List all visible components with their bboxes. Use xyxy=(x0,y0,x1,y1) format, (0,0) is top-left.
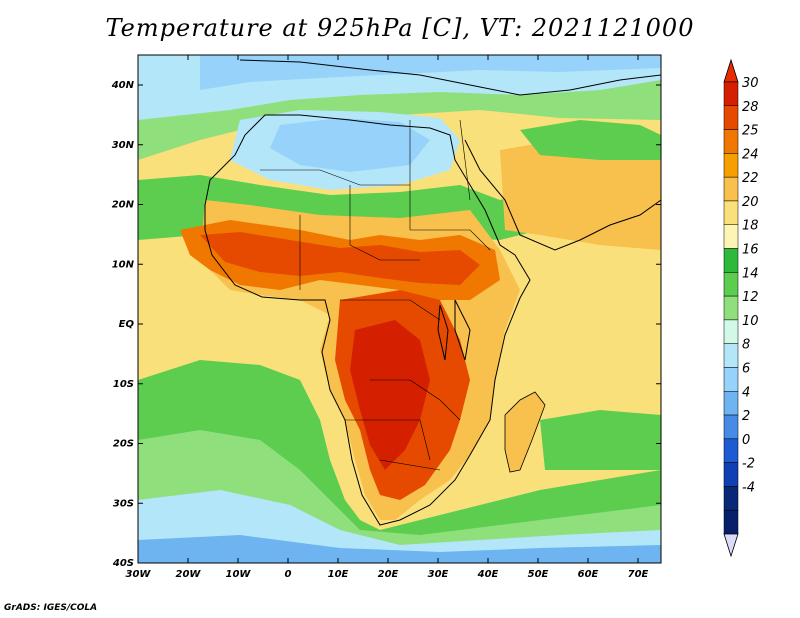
colorbar-segment xyxy=(723,343,739,368)
temperature-field xyxy=(138,55,661,563)
colorbar-label: 4 xyxy=(742,385,750,400)
map-title: Temperature at 925hPa [C], VT: 202112100… xyxy=(105,14,695,42)
colorbar-segment xyxy=(723,391,739,416)
lon-tick-label: 0 xyxy=(285,569,292,580)
colorbar-segment xyxy=(723,295,739,321)
lat-tick-label: 40S xyxy=(112,558,134,569)
lat-tick-label: 10S xyxy=(113,379,134,390)
colorbar-bottom-cap xyxy=(723,533,739,558)
colorbar-segment xyxy=(723,129,739,154)
lon-tick-label: 20W xyxy=(176,569,202,580)
colorbar-segment xyxy=(723,319,739,344)
colorbar-segment xyxy=(723,200,739,225)
colorbar-label: 0 xyxy=(742,433,750,448)
indian-ocean-green xyxy=(540,410,661,470)
lat-tick-label: 30N xyxy=(112,140,135,151)
colorbar-segment xyxy=(723,81,739,107)
colorbar-segment xyxy=(723,509,739,535)
middle-east-cool-zone xyxy=(520,120,661,160)
southern-ocean-coldest xyxy=(138,535,661,563)
southern-africa-hottest-zone xyxy=(350,320,430,470)
colorbar-label: -2 xyxy=(742,457,755,472)
colorbar-label: 28 xyxy=(742,100,759,115)
colorbar-label: 25 xyxy=(742,124,759,139)
lon-tick-label: 70E xyxy=(628,569,649,580)
colorbar-label: 10 xyxy=(742,314,759,329)
colorbar-label: 14 xyxy=(742,266,759,281)
lat-tick-label: 30S xyxy=(113,498,134,509)
lon-tick-label: 40E xyxy=(477,569,499,580)
latitude-axis: 40N 30N 20N 10N EQ 10S 20S 30S 40S xyxy=(111,80,661,569)
colorbar-segment xyxy=(723,414,739,440)
colorbar-segment xyxy=(723,486,739,511)
colorbar-label: 12 xyxy=(742,290,759,305)
west-africa-hottest-band xyxy=(200,232,480,285)
colorbar-label: 30 xyxy=(742,76,759,91)
lat-tick-label: 20S xyxy=(113,439,134,450)
lon-tick-label: 60E xyxy=(578,569,599,580)
colorbar-segment xyxy=(723,176,739,202)
colorbar-label: 6 xyxy=(742,361,750,376)
colorbar-label: 2 xyxy=(742,409,750,424)
colorbar-segment xyxy=(723,224,739,249)
lat-tick-label: 40N xyxy=(111,80,135,91)
lon-tick-label: 30E xyxy=(428,569,449,580)
sahara-cold-zone xyxy=(270,118,430,172)
colorbar-label: 16 xyxy=(742,243,759,258)
lat-tick-label: EQ xyxy=(119,319,135,330)
lon-tick-label: 50E xyxy=(528,569,549,580)
colorbar-segment xyxy=(723,105,739,130)
longitude-axis: 30W 20W 10W 0 10E 20E 30E 40E 50E 60E 70E xyxy=(126,55,649,580)
lat-tick-label: 20N xyxy=(112,200,135,211)
lon-tick-label: 30W xyxy=(126,569,152,580)
lon-tick-label: 20E xyxy=(378,569,399,580)
coastlines xyxy=(204,59,661,526)
colorbar-segment xyxy=(723,153,739,178)
arabia-warm-zone xyxy=(500,140,661,250)
colorbar-segment xyxy=(723,438,739,463)
grads-credit: GrADS: IGES/COLA xyxy=(4,603,98,613)
colorbar-label: -4 xyxy=(742,480,755,495)
colorbar-label: 8 xyxy=(742,338,750,353)
colorbar-segment xyxy=(723,367,739,392)
madagascar xyxy=(504,391,546,473)
country-borders xyxy=(260,119,491,471)
colorbar-top-cap xyxy=(723,58,739,83)
lon-tick-label: 10E xyxy=(328,569,349,580)
lat-tick-label: 10N xyxy=(112,259,135,270)
colorbar-label: 18 xyxy=(742,219,759,234)
colorbar-segment xyxy=(723,248,739,273)
colorbar-segment xyxy=(723,462,739,487)
colorbar-label: 20 xyxy=(742,195,759,210)
colorbar-label: 24 xyxy=(742,147,759,162)
lon-tick-label: 10W xyxy=(226,569,252,580)
colorbar-label: 22 xyxy=(742,171,759,186)
map-frame xyxy=(137,54,662,564)
colorbar-segment xyxy=(723,272,739,297)
